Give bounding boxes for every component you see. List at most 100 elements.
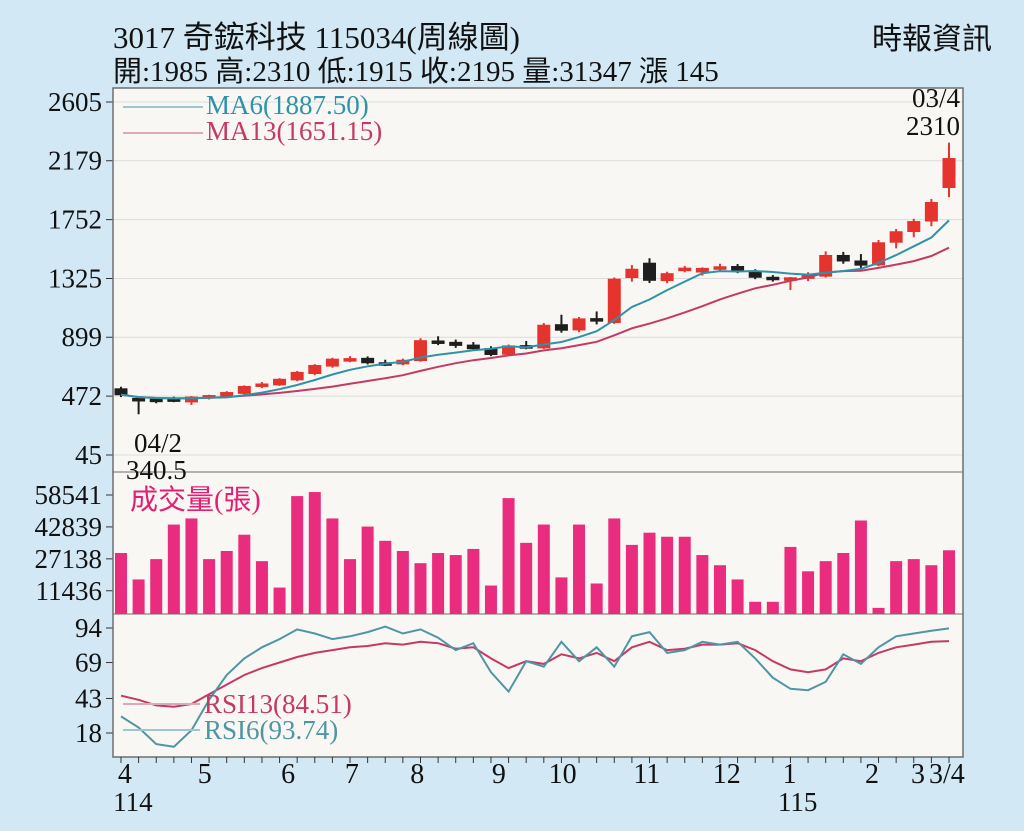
price-tick-label: 1752 xyxy=(48,205,102,235)
volume-bar xyxy=(625,544,638,614)
ma13-legend: MA13(1651.15) xyxy=(206,116,383,146)
rsi-tick-label: 18 xyxy=(75,718,102,748)
x-month-label: 7 xyxy=(345,759,359,790)
x-month-label: 6 xyxy=(281,759,295,790)
candle-down xyxy=(466,344,480,350)
volume-tick-label: 27138 xyxy=(35,544,103,574)
candle-up xyxy=(889,231,903,243)
candle-down xyxy=(836,254,850,262)
rsi13-legend: RSI13(84.51) xyxy=(204,689,352,719)
volume-bar xyxy=(167,524,180,614)
volume-bar xyxy=(749,601,762,614)
volume-bar xyxy=(819,561,832,614)
candle-up xyxy=(184,396,198,403)
volume-bar xyxy=(308,492,321,614)
volume-bar xyxy=(291,496,304,614)
plot-background xyxy=(113,88,963,757)
x-month-label: 3 xyxy=(911,759,925,790)
volume-bar xyxy=(150,559,163,614)
data-source-label: 時報資訊 xyxy=(872,23,992,56)
candle-up xyxy=(273,378,287,386)
volume-bar xyxy=(255,561,268,614)
low-annotation: 04/2 340.5 xyxy=(126,430,187,484)
ma6-legend: MA6(1887.50) xyxy=(206,90,369,120)
volume-bar xyxy=(379,540,392,614)
volume-tick-label: 11436 xyxy=(36,576,103,606)
candle-up xyxy=(220,392,234,397)
candle-up xyxy=(713,266,727,270)
candle-down xyxy=(149,398,163,403)
candle-up xyxy=(237,385,251,394)
volume-bar xyxy=(414,563,427,614)
rsi-tick-label: 94 xyxy=(75,613,103,643)
volume-bar xyxy=(784,546,797,614)
candle-up xyxy=(819,254,833,277)
high-annotation-date: 03/4 xyxy=(911,83,960,113)
ma13-line xyxy=(120,246,950,400)
volume-bar xyxy=(766,601,779,614)
volume-bar xyxy=(396,550,409,614)
candle-up xyxy=(942,158,956,188)
candle-down xyxy=(766,276,780,281)
candle-down xyxy=(361,357,375,364)
price-tick-label: 2179 xyxy=(48,146,102,176)
volume-bar xyxy=(872,607,885,614)
x-month-label: 3/4 xyxy=(929,759,965,790)
candle-up xyxy=(924,202,938,222)
price-tick-label: 2605 xyxy=(48,87,102,117)
candle-up xyxy=(572,318,586,331)
price-tick-label: 45 xyxy=(75,440,102,470)
x-month-label: 10 xyxy=(549,759,577,790)
volume-bar xyxy=(713,565,726,614)
volume-bar xyxy=(185,518,198,614)
volume-bar xyxy=(273,587,286,614)
volume-bar xyxy=(854,520,867,614)
volume-bar xyxy=(608,518,621,614)
volume-bar xyxy=(520,542,533,614)
candle-up xyxy=(907,221,921,232)
candle-down xyxy=(449,341,463,346)
x-month-label: 11 xyxy=(633,759,660,790)
price-tick-label: 1325 xyxy=(48,264,102,294)
ma6-line xyxy=(120,219,950,400)
volume-bar xyxy=(696,555,709,614)
volume-bar xyxy=(502,498,515,614)
low-annotation-value: 340.5 xyxy=(126,455,187,485)
candle-up xyxy=(413,340,427,362)
candle-up xyxy=(872,242,886,266)
volume-bar xyxy=(432,553,445,614)
candle-up xyxy=(678,267,692,272)
candle-up xyxy=(308,365,322,375)
candle-up xyxy=(255,383,269,387)
x-month-label: 5 xyxy=(198,759,212,790)
volume-tick-label: 58541 xyxy=(35,480,103,510)
chart-title: 3017 奇鋐科技 115034(周線圖) xyxy=(113,20,520,55)
candle-down xyxy=(748,270,762,278)
candle-down xyxy=(431,340,445,344)
high-annotation: 03/4 2310 xyxy=(906,84,960,140)
volume-bar xyxy=(643,532,656,614)
candle-up xyxy=(695,267,709,273)
volume-bar xyxy=(731,579,744,614)
volume-pane-title: 成交量(張) xyxy=(130,485,261,516)
candle-up xyxy=(325,358,339,367)
candle-up xyxy=(290,371,304,381)
volume-bar xyxy=(449,555,462,614)
candle-up xyxy=(607,278,621,323)
volume-bar xyxy=(678,536,691,614)
candle-down xyxy=(643,262,657,281)
rsi6-legend: RSI6(93.74) xyxy=(204,715,339,745)
volume-bar xyxy=(115,553,127,614)
candle-up xyxy=(625,268,639,279)
rsi-tick-label: 43 xyxy=(75,683,102,713)
volume-bar xyxy=(907,559,920,614)
volume-bar xyxy=(555,577,568,614)
candle-up xyxy=(343,358,357,362)
price-tick-label: 899 xyxy=(62,322,103,352)
price-tick-label: 472 xyxy=(62,381,103,411)
volume-bar xyxy=(590,583,603,614)
volume-bar xyxy=(220,550,233,614)
x-month-label: 9 xyxy=(492,759,506,790)
